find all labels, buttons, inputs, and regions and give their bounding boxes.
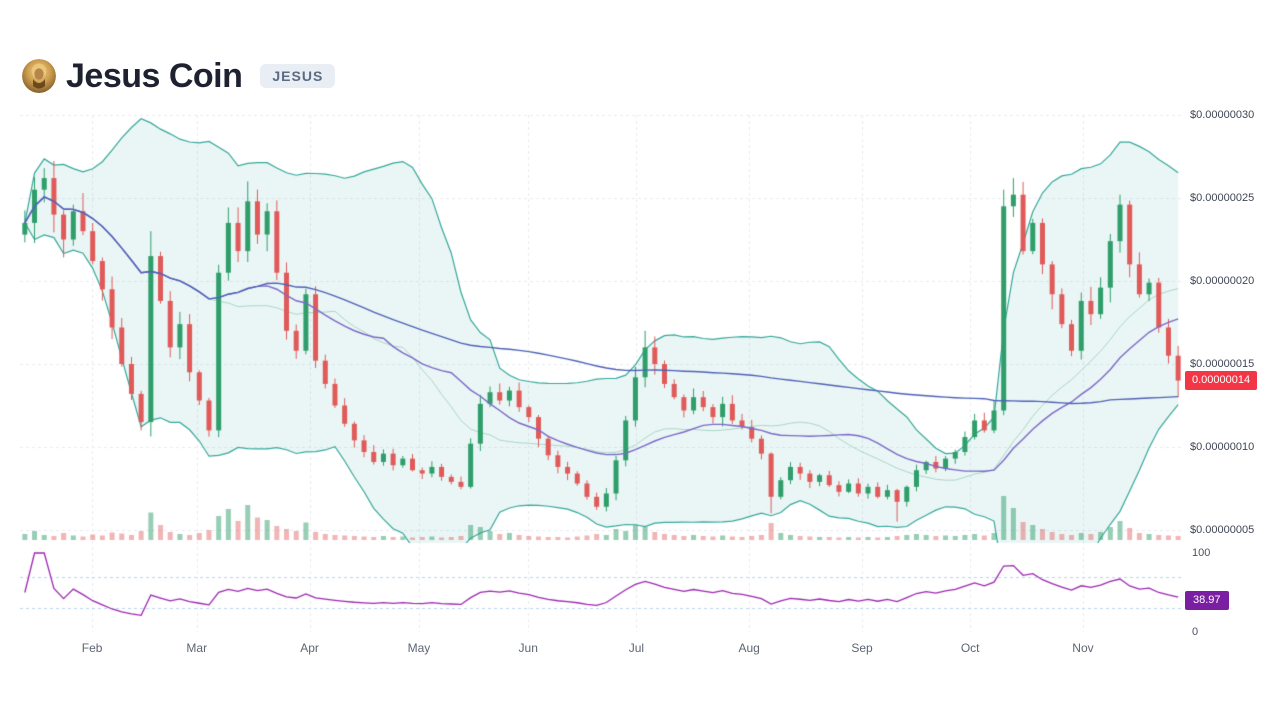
time-axis-label: Sep: [851, 641, 873, 655]
price-axis-label: $0.00000020: [1190, 275, 1255, 287]
time-axis-label: May: [407, 641, 431, 655]
price-axis-label: $0.00000025: [1190, 192, 1255, 204]
time-axis-label: Jun: [518, 641, 538, 655]
rsi-axis-label: 100: [1192, 547, 1211, 559]
time-axis-label: Aug: [738, 641, 760, 655]
time-axis-label: Jul: [628, 641, 645, 655]
coin-logo-icon: [22, 59, 56, 93]
rsi-axis-label: 0: [1192, 626, 1199, 638]
price-axis-label: $0.00000030: [1190, 109, 1255, 121]
current-price-badge: 0.00000014: [1185, 371, 1258, 390]
time-axis-label: Apr: [300, 641, 319, 655]
price-axis-label: $0.00000015: [1190, 358, 1255, 370]
time-axis-label: Mar: [186, 641, 208, 655]
price-axis-label: $0.00000010: [1190, 441, 1255, 453]
time-axis-label: Nov: [1072, 641, 1094, 655]
price-axis-label: $0.00000005: [1190, 524, 1255, 536]
rsi-value-badge: 38.97: [1185, 591, 1229, 610]
coin-header: Jesus Coin JESUS: [22, 57, 336, 95]
coin-title: Jesus Coin: [66, 57, 243, 95]
time-axis-label: Oct: [960, 641, 980, 655]
coin-symbol-badge: JESUS: [260, 64, 336, 88]
time-axis-label: Feb: [81, 641, 103, 655]
